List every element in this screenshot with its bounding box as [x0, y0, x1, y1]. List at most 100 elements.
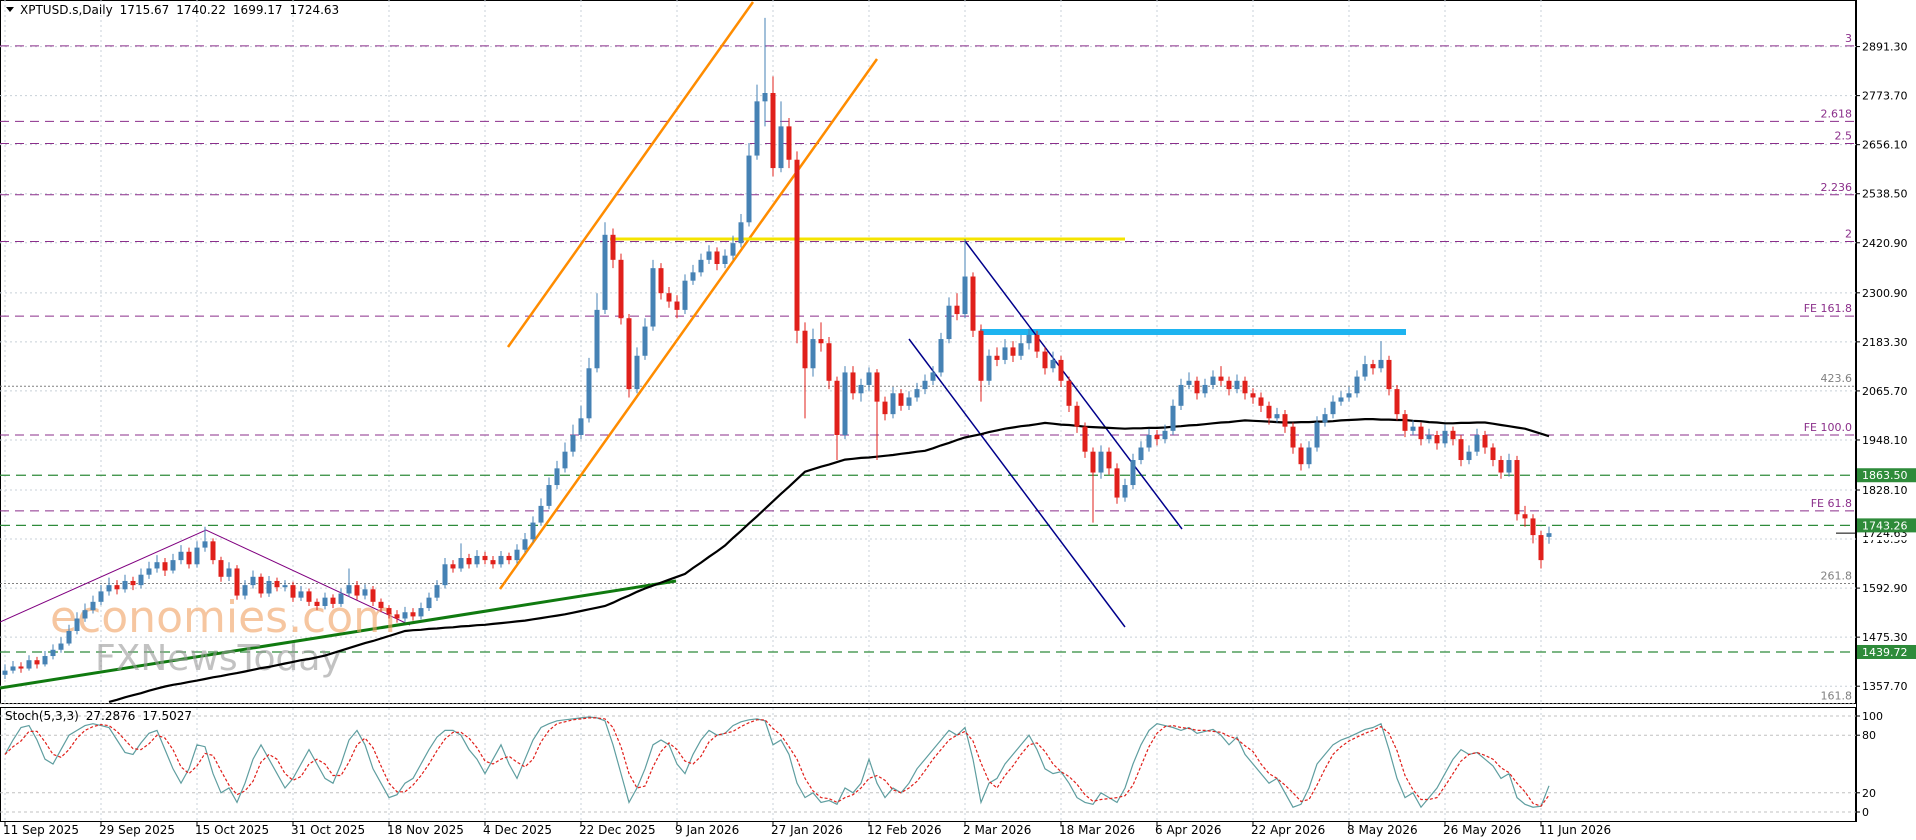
candle-body: [1018, 343, 1024, 356]
stoch-line: [4, 717, 1550, 807]
candle-body: [154, 562, 160, 569]
candle-body: [266, 580, 272, 594]
last-close: 1724.63: [289, 3, 340, 17]
last-low: 1699.17: [232, 3, 283, 17]
candle-body: [1514, 460, 1520, 515]
candle-body: [1386, 359, 1392, 390]
fib-label: 2.5: [1835, 129, 1853, 142]
candle-body: [1002, 347, 1008, 360]
last-open: 1715.67: [119, 3, 170, 17]
candle-body: [1106, 451, 1112, 469]
candle-body: [954, 305, 960, 315]
support-trendline: [0, 579, 677, 690]
candle-body: [1186, 380, 1192, 385]
candle-body: [754, 101, 760, 156]
y-tick-label: 2420.90: [1862, 237, 1908, 250]
y-tick-label: 20: [1862, 787, 1876, 800]
candle-body: [1210, 376, 1216, 385]
y-tick-label: 80: [1862, 729, 1876, 742]
candle-body: [650, 268, 656, 327]
candle-body: [842, 372, 848, 435]
candle-body: [50, 649, 56, 657]
channel-line: [506, 1, 755, 348]
y-tick-label: 2065.70: [1862, 385, 1908, 398]
watermark: FXNewsToday: [95, 638, 342, 679]
candle-body: [778, 126, 784, 169]
x-tick-label: 11 Jun 2026: [1539, 823, 1611, 837]
candle-body: [1330, 401, 1336, 415]
candle-body: [226, 568, 232, 577]
candle-body: [234, 568, 240, 596]
candle-body: [1434, 434, 1440, 444]
candle-body: [186, 551, 192, 565]
price-level-label: 1743.26: [1862, 519, 1908, 532]
candle-body: [570, 434, 576, 452]
candle-body: [946, 305, 952, 340]
candle-body: [2, 670, 8, 675]
candle-body: [1146, 434, 1152, 448]
candle-body: [298, 591, 304, 598]
candle-body: [410, 612, 416, 617]
candle-body: [10, 666, 16, 671]
candle-body: [1314, 422, 1320, 448]
candle-body: [810, 339, 816, 369]
candle-body: [770, 93, 776, 169]
candle-body: [834, 380, 840, 435]
candle-body: [626, 318, 632, 390]
candle-body: [1450, 430, 1456, 440]
x-tick-label: 18 Mar 2026: [1059, 823, 1135, 837]
fib-label: 423.6: [1821, 372, 1853, 385]
x-tick-label: 2 Mar 2026: [963, 823, 1031, 837]
candle-body: [978, 330, 984, 381]
price-level-box: [1857, 468, 1916, 483]
candle-body: [874, 372, 880, 402]
candle-body: [618, 259, 624, 319]
candle-body: [1466, 451, 1472, 461]
candle-body: [1154, 434, 1160, 440]
candle-body: [330, 597, 336, 604]
candle-body: [738, 222, 744, 244]
candle-body: [122, 580, 128, 590]
candle-body: [1218, 376, 1224, 381]
candle-body: [58, 643, 64, 650]
y-tick-label: 1592.90: [1862, 582, 1908, 595]
candle-body: [1498, 460, 1504, 473]
candle-body: [202, 541, 208, 548]
candle-body: [170, 560, 176, 571]
candle-body: [162, 562, 168, 571]
candle-body: [1266, 405, 1272, 419]
candle-body: [1538, 535, 1544, 561]
price-level-label: 1439.72: [1862, 646, 1908, 659]
last-high: 1740.22: [176, 3, 226, 17]
candle-body: [1138, 447, 1144, 461]
y-tick-label: 2183.30: [1862, 336, 1908, 349]
x-tick-label: 4 Dec 2025: [483, 823, 552, 837]
candle-body: [970, 276, 976, 331]
candle-body: [18, 666, 24, 669]
symbol-title: XPTUSD.s,Daily: [20, 3, 113, 17]
trend-drawings: [0, 1, 1406, 690]
x-tick-label: 18 Nov 2025: [387, 823, 464, 837]
candle-body: [1058, 359, 1064, 381]
candle-body: [514, 549, 520, 561]
candle-body: [482, 555, 488, 561]
candle-body: [538, 505, 544, 523]
candle-body: [402, 612, 408, 619]
candle-body: [474, 555, 480, 565]
price-level-box: [1857, 518, 1916, 533]
candle-body: [210, 541, 216, 561]
x-tick-label: 11 Sep 2025: [3, 823, 79, 837]
candle-body: [426, 597, 432, 609]
candle-body: [850, 372, 856, 394]
candle-body: [714, 251, 720, 264]
candle-body: [1042, 351, 1048, 369]
candle-body: [290, 585, 296, 598]
candle-body: [914, 389, 920, 398]
candle-body: [682, 280, 688, 310]
candle-body: [194, 547, 200, 565]
candle-body: [1306, 447, 1312, 465]
candle-body: [930, 372, 936, 381]
candle-body: [1178, 384, 1184, 406]
x-tick-label: 9 Jan 2026: [675, 823, 739, 837]
